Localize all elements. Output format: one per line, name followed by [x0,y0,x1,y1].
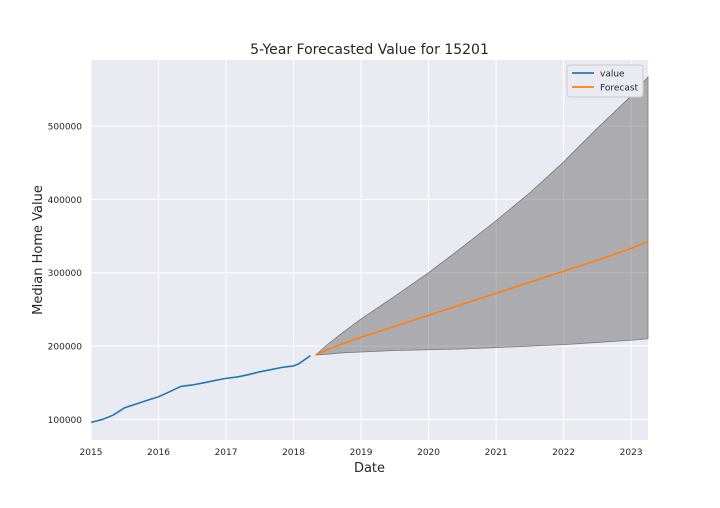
x-tick-label: 2020 [417,448,440,458]
x-tick-label: 2019 [350,448,373,458]
legend: value Forecast [566,64,644,98]
y-tick-label: 100000 [48,416,83,426]
confidence-band [314,75,649,356]
x-tick-label: 2016 [147,448,170,458]
x-tick-label: 2017 [215,448,238,458]
y-tick-label: 200000 [48,343,83,353]
legend-label-forecast: Forecast [600,84,639,94]
y-tick-label: 500000 [48,123,83,133]
x-tick-label: 2018 [282,448,305,458]
plot-background [91,60,648,440]
series-line-value [90,354,311,424]
legend-label-value: value [600,70,625,80]
series-lines-layer [90,240,649,424]
series-line-forecast [315,240,649,356]
chart-title: 5-Year Forecasted Value for 15201 [250,42,489,58]
y-tick-label: 300000 [48,269,83,279]
confidence-band-layer [314,75,649,356]
y-tick-label: 400000 [48,196,83,206]
x-tick-labels: 2015 2016 2017 2018 2019 2020 2021 2022 2023 [80,448,643,458]
x-tick-label: 2015 [80,448,103,458]
y-tick-labels: 100000 200000 300000 400000 500000 [48,123,83,426]
grid-lines [90,60,648,440]
x-tick-label: 2022 [552,448,575,458]
x-tick-label: 2023 [620,448,643,458]
x-tick-label: 2021 [485,448,508,458]
x-axis-label: Date [354,461,385,476]
y-axis-label: Median Home Value [31,185,46,315]
